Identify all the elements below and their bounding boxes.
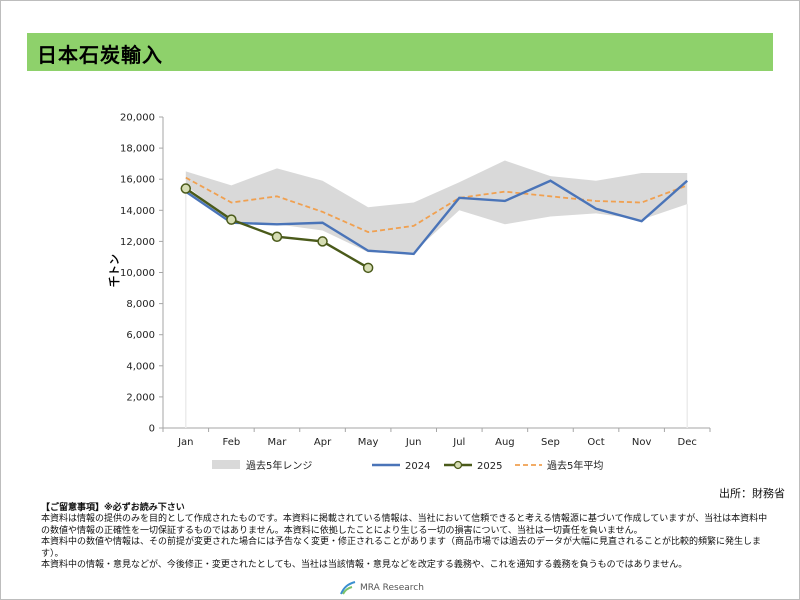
disclaimer-line: 本資料中の情報・意見などが、今後修正・変更されたとしても、当社は当該情報・意見な…	[41, 560, 688, 571]
y-tick-label: 6,000	[126, 330, 155, 341]
logo-text: MRA Research	[360, 583, 424, 593]
x-tick-label: Jan	[177, 437, 193, 448]
y-tick-label: 18,000	[120, 144, 155, 155]
x-tick-label: Jun	[405, 437, 422, 448]
x-tick-label: Dec	[678, 437, 697, 448]
series-2025-point	[362, 262, 374, 274]
series-2024-line	[185, 179, 689, 256]
x-tick-label: Oct	[587, 437, 604, 448]
x-tick-label: Feb	[223, 437, 241, 448]
company-logo: MRA Research	[340, 580, 424, 596]
title-bar: 日本石炭輸入	[27, 33, 773, 71]
legend-2025-marker	[453, 460, 463, 470]
legend-average-label: 過去5年平均	[547, 459, 603, 472]
legend-range-label: 過去5年レンジ	[246, 459, 312, 472]
x-tick-label: Nov	[632, 437, 652, 448]
disclaimer: 【ご留意事項】※必ずお読み下さい 本資料は情報の提供のみを目的として作成されたも…	[41, 503, 771, 571]
y-tick-label: 0	[149, 424, 155, 435]
x-tick-label: Jul	[452, 437, 465, 448]
series-2025-point	[226, 214, 237, 225]
legend-2024-label: 2024	[405, 461, 430, 472]
legend-range-swatch	[212, 460, 240, 469]
series-2025-point	[317, 236, 328, 247]
y-tick-label: 20,000	[120, 113, 155, 124]
y-tick-label: 16,000	[120, 175, 155, 186]
y-tick-label: 2,000	[126, 392, 155, 403]
y-tick-label: 8,000	[126, 299, 155, 310]
y-tick-label: 14,000	[120, 206, 155, 217]
x-tick-label: Apr	[314, 437, 332, 448]
x-tick-label: Aug	[495, 437, 515, 448]
x-tick-label: May	[358, 437, 379, 448]
series-5yr-average	[185, 176, 688, 233]
series-2025-point	[180, 183, 192, 194]
disclaimer-line: 本資料は情報の提供のみを目的として作成されたものです。本資料に掲載されている情報…	[41, 514, 768, 536]
page-title: 日本石炭輸入	[37, 43, 163, 67]
series-2025-point	[271, 231, 283, 242]
y-tick-label: 4,000	[126, 361, 155, 372]
range-band	[185, 160, 688, 253]
y-tick-label: 10,000	[120, 268, 155, 279]
y-axis-label: 千トン	[107, 254, 121, 287]
legend-2025-label: 2025	[477, 461, 502, 472]
x-tick-label: Mar	[268, 437, 288, 448]
source-note: 出所：財務省	[719, 487, 785, 500]
y-tick-label: 12,000	[120, 237, 155, 248]
x-tick-label: Sep	[541, 437, 560, 448]
logo-mark-icon	[340, 581, 356, 595]
disclaimer-line: 本資料中の数値や情報は、その前提が変更された場合には予告なく変更・修正されること…	[41, 537, 762, 559]
disclaimer-heading: 【ご留意事項】※必ずお読み下さい	[41, 503, 185, 513]
